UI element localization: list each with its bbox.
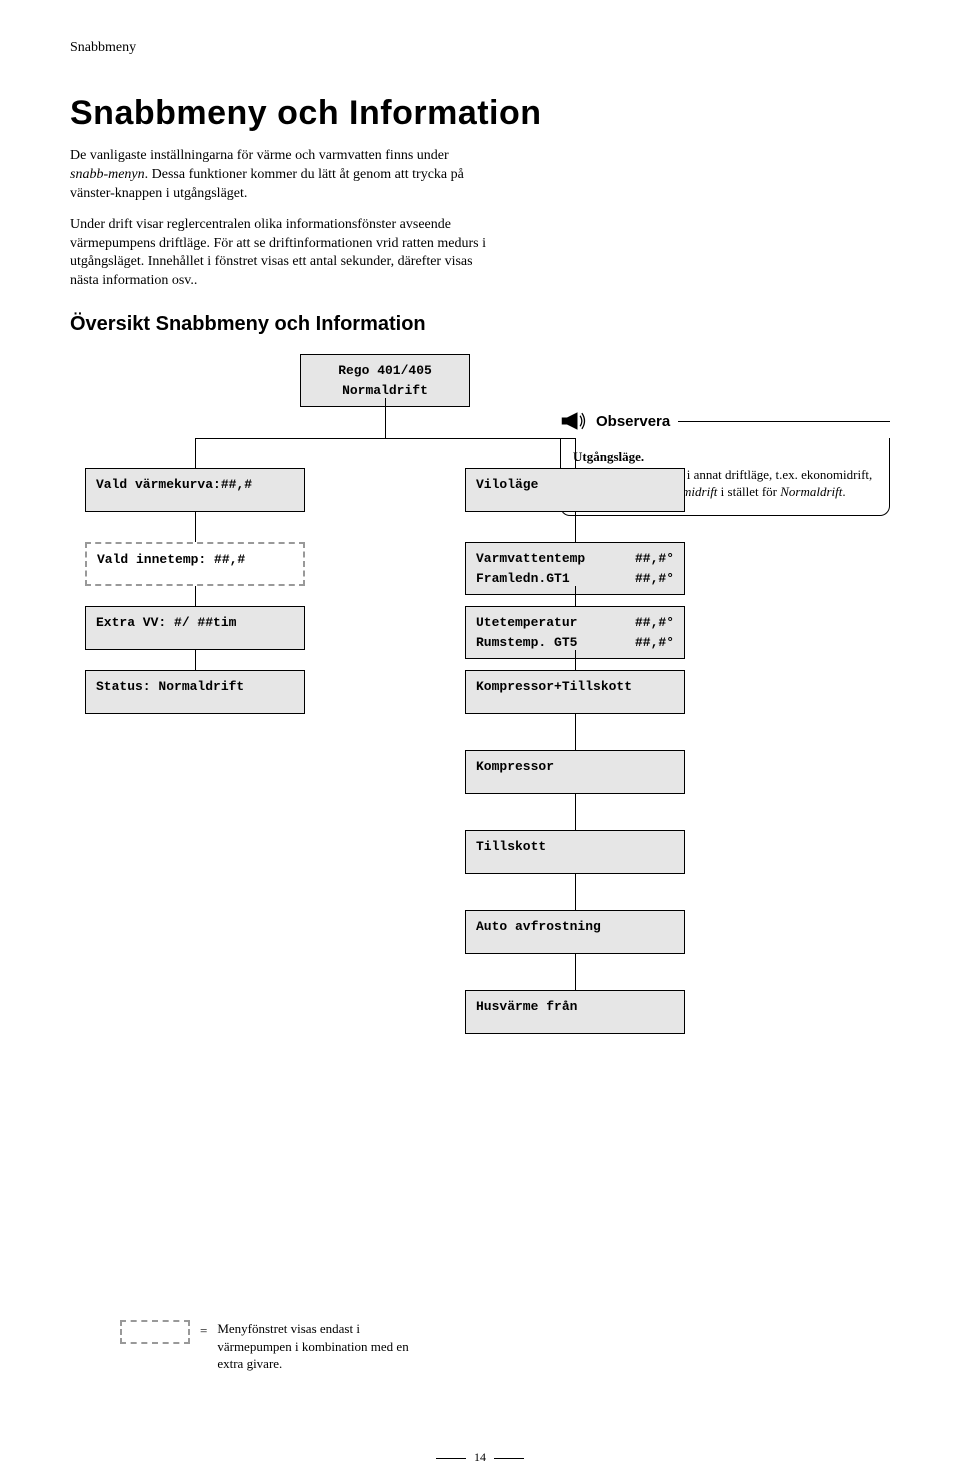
- node-right-1: Viloläge: [465, 468, 685, 512]
- node-left-3: Extra VV: #/ ##tim: [85, 606, 305, 650]
- node-left-3-text: Extra VV: #/ ##tim: [96, 615, 236, 630]
- node-right-6-text: Tillskott: [476, 839, 546, 854]
- page-title: Snabbmeny och Information: [70, 94, 890, 133]
- r3c: Rumstemp. GT5: [476, 633, 577, 653]
- r3b: ##,#°: [635, 613, 674, 633]
- page-number: 14: [428, 1450, 532, 1465]
- node-right-8: Husvärme från: [465, 990, 685, 1034]
- legend-text: Menyfönstret visas endast i värmepumpen …: [217, 1320, 417, 1373]
- node-left-4-text: Status: Normaldrift: [96, 679, 244, 694]
- node-left-1-text: Vald värmekurva:##,#: [96, 477, 252, 492]
- node-right-8-text: Husvärme från: [476, 999, 577, 1014]
- intro-p2: Under drift visar reglercentralen olika …: [70, 216, 490, 292]
- root-line1: Rego 401/405: [311, 361, 459, 381]
- legend: = Menyfönstret visas endast i värmepumpe…: [120, 1320, 417, 1373]
- intro-p1-em: snabb-menyn: [70, 167, 145, 182]
- r3a: Utetemperatur: [476, 613, 577, 633]
- node-right-7: Auto avfrostning: [465, 910, 685, 954]
- legend-eq: =: [200, 1320, 207, 1340]
- r2a: Varmvattentemp: [476, 549, 585, 569]
- subtitle: Översikt Snabbmeny och Information: [70, 313, 890, 336]
- r2b: ##,#°: [635, 549, 674, 569]
- node-right-4-text: Kompressor+Tillskott: [476, 679, 632, 694]
- flowchart: Rego 401/405 Normaldrift Vald värmekurva…: [70, 354, 890, 1274]
- node-right-7-text: Auto avfrostning: [476, 919, 601, 934]
- legend-dashed-box: [120, 1320, 190, 1344]
- intro-text: De vanligaste inställningarna för värme …: [70, 147, 490, 291]
- node-right-4: Kompressor+Tillskott: [465, 670, 685, 714]
- node-right-5: Kompressor: [465, 750, 685, 794]
- intro-p1a: De vanligaste inställningarna för värme …: [70, 148, 449, 163]
- r2d: ##,#°: [635, 569, 674, 589]
- node-left-2-dashed: Vald innetemp: ##,#: [85, 542, 305, 586]
- page-header: Snabbmeny: [70, 40, 890, 56]
- node-left-2-text: Vald innetemp: ##,#: [97, 552, 245, 567]
- r3d: ##,#°: [635, 633, 674, 653]
- node-right-6: Tillskott: [465, 830, 685, 874]
- node-right-5-text: Kompressor: [476, 759, 554, 774]
- r2c: Framledn.GT1: [476, 569, 570, 589]
- node-left-4: Status: Normaldrift: [85, 670, 305, 714]
- node-left-1: Vald värmekurva:##,#: [85, 468, 305, 512]
- node-right-1-text: Viloläge: [476, 477, 538, 492]
